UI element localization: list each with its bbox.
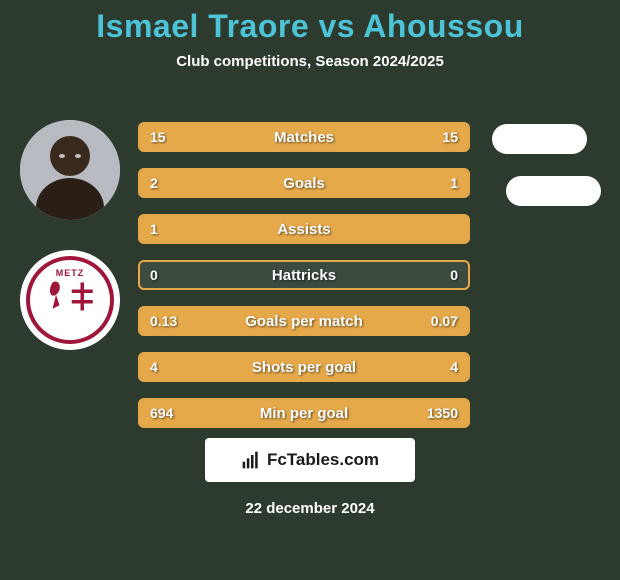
comparison-card: Ismael Traore vs Ahoussou Club competiti… <box>0 0 620 580</box>
player-avatar <box>20 120 120 220</box>
stat-row: 0Hattricks0 <box>138 260 470 290</box>
stat-value-right <box>448 216 468 242</box>
stat-value-right: 1 <box>440 170 468 196</box>
stat-value-right: 15 <box>432 124 468 150</box>
stat-row: 15Matches15 <box>138 122 470 152</box>
stats-panel: 15Matches152Goals11Assists0Hattricks00.1… <box>138 122 470 444</box>
stat-row: 1Assists <box>138 214 470 244</box>
stat-value-right: 1350 <box>417 400 468 426</box>
person-icon <box>20 120 120 220</box>
badge-inner: METZ <box>30 260 110 340</box>
stat-label: Matches <box>140 124 468 150</box>
blank-pill <box>506 176 601 206</box>
badge-text: METZ <box>56 268 85 278</box>
page-title: Ismael Traore vs Ahoussou <box>0 8 620 45</box>
stat-row: 0.13Goals per match0.07 <box>138 306 470 336</box>
stat-value-right: 0.07 <box>421 308 468 334</box>
stat-label: Goals <box>140 170 468 196</box>
stat-label: Goals per match <box>140 308 468 334</box>
club-badge: METZ <box>20 250 120 350</box>
stat-row: 694Min per goal1350 <box>138 398 470 428</box>
date-text: 22 december 2024 <box>0 500 620 517</box>
brand-name: FcTables.com <box>267 450 379 470</box>
page-subtitle: Club competitions, Season 2024/2025 <box>0 53 620 70</box>
stat-row: 2Goals1 <box>138 168 470 198</box>
brand-badge[interactable]: FcTables.com <box>205 438 415 482</box>
stat-label: Hattricks <box>140 262 468 288</box>
stat-value-right: 4 <box>440 354 468 380</box>
stat-row: 4Shots per goal4 <box>138 352 470 382</box>
blank-pill <box>492 124 587 154</box>
chart-bars-icon <box>241 450 261 470</box>
stat-value-right: 0 <box>440 262 468 288</box>
left-player-column: METZ <box>10 120 130 350</box>
stat-label: Assists <box>140 216 468 242</box>
stat-label: Shots per goal <box>140 354 468 380</box>
